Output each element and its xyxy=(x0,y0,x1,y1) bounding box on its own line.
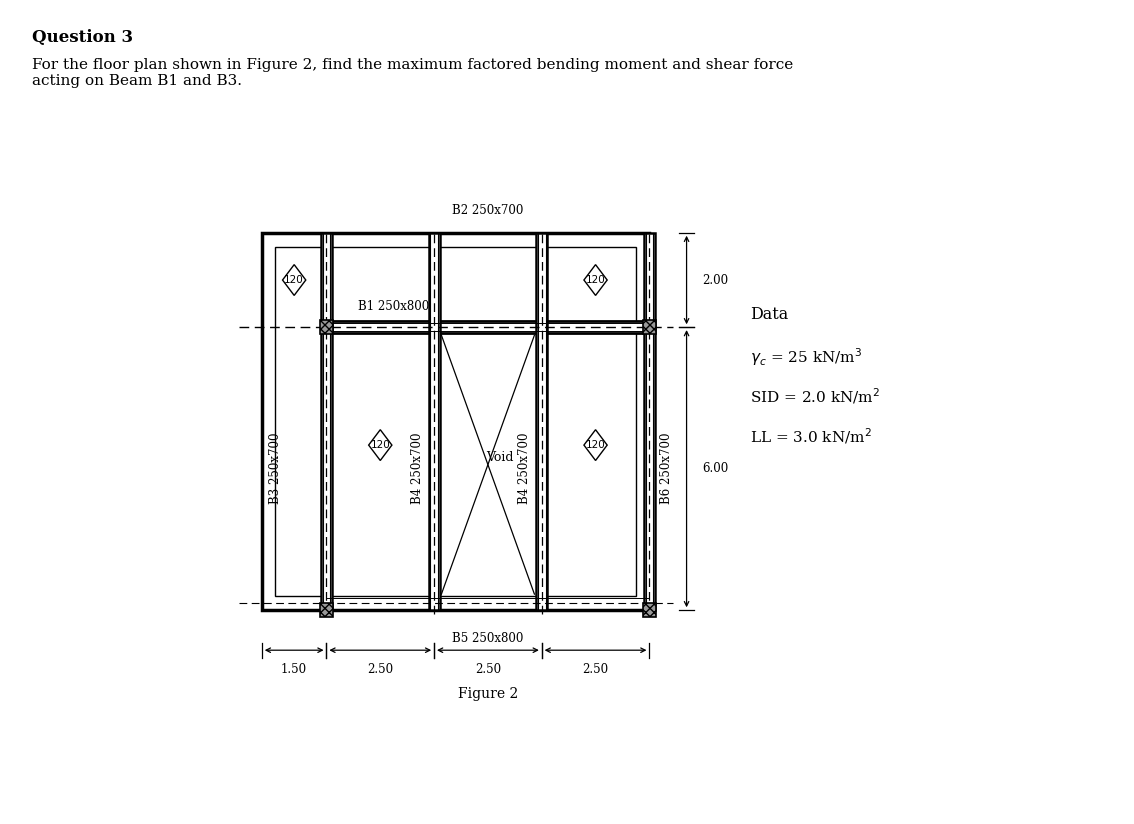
Text: 2.50: 2.50 xyxy=(583,662,609,676)
Polygon shape xyxy=(584,429,607,461)
Bar xyxy=(320,603,333,617)
Polygon shape xyxy=(584,265,607,296)
Bar xyxy=(320,320,333,335)
Text: 120: 120 xyxy=(371,440,390,450)
Text: B1 250x800: B1 250x800 xyxy=(357,300,429,313)
Text: 2.50: 2.50 xyxy=(367,662,393,676)
Bar xyxy=(536,233,548,610)
Polygon shape xyxy=(282,265,306,296)
Text: Void: Void xyxy=(485,451,514,464)
Text: $\gamma_c$ = 25 kN/m$^3$: $\gamma_c$ = 25 kN/m$^3$ xyxy=(750,346,863,368)
Bar xyxy=(643,320,655,335)
Text: Figure 2: Figure 2 xyxy=(458,687,518,701)
Bar xyxy=(262,233,650,610)
Bar xyxy=(644,233,655,610)
Text: For the floor plan shown in Figure 2, find the maximum factored bending moment a: For the floor plan shown in Figure 2, fi… xyxy=(32,58,793,88)
Text: B4 250x700: B4 250x700 xyxy=(518,433,531,504)
Text: B2 250x700: B2 250x700 xyxy=(452,204,524,218)
Bar xyxy=(274,247,636,596)
Text: SID = 2.0 kN/m$^2$: SID = 2.0 kN/m$^2$ xyxy=(750,386,880,405)
Text: Question 3: Question 3 xyxy=(32,29,133,46)
Text: B6 250x700: B6 250x700 xyxy=(660,433,672,504)
Text: LL = 3.0 kN/m$^2$: LL = 3.0 kN/m$^2$ xyxy=(750,426,872,446)
Text: 2.00: 2.00 xyxy=(702,274,728,287)
Text: 120: 120 xyxy=(285,275,304,285)
Text: 1.50: 1.50 xyxy=(281,662,307,676)
Text: 2.50: 2.50 xyxy=(475,662,501,676)
Bar xyxy=(429,233,440,610)
Text: 120: 120 xyxy=(585,275,606,285)
Bar xyxy=(321,233,332,610)
Text: 120: 120 xyxy=(585,440,606,450)
Bar xyxy=(643,603,655,617)
Bar xyxy=(327,321,650,334)
Text: B3 250x700: B3 250x700 xyxy=(270,433,282,504)
Text: Data: Data xyxy=(750,306,788,323)
Polygon shape xyxy=(369,429,392,461)
Text: 6.00: 6.00 xyxy=(702,462,728,475)
Text: B4 250x700: B4 250x700 xyxy=(411,433,423,504)
Text: B5 250x800: B5 250x800 xyxy=(452,632,524,644)
